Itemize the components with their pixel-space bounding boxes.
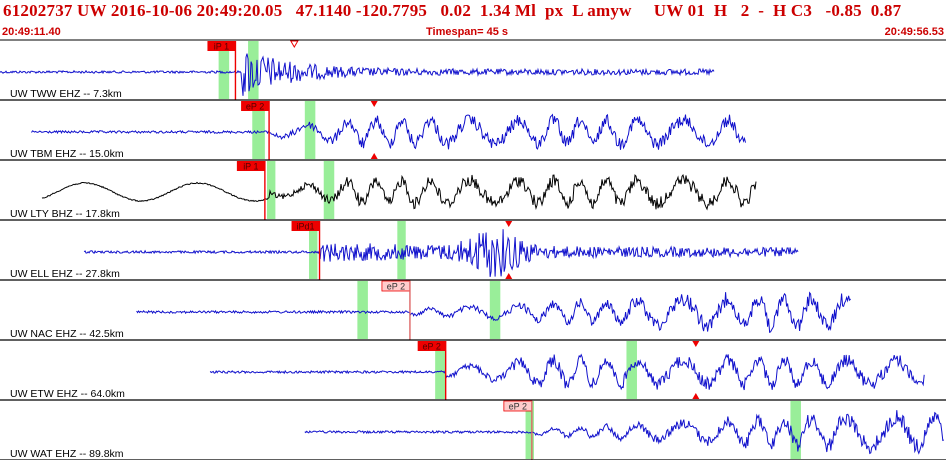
pick-window — [435, 341, 446, 399]
start-time: 20:49:11.40 — [2, 26, 61, 38]
pick-window — [626, 341, 637, 399]
amplitude-marker — [505, 273, 513, 279]
trace-panel[interactable]: eP 2 UW WAT EHZ -- 89.8km — [0, 400, 946, 460]
amplitude-marker — [692, 341, 700, 347]
trace-panel[interactable]: iP 1 UW TWW EHZ -- 7.3km — [0, 40, 946, 101]
pick-window — [304, 101, 316, 159]
end-time: 20:49:56.53 — [884, 26, 944, 38]
pick-window — [357, 281, 368, 339]
pick-label-box[interactable] — [417, 341, 446, 351]
station-label: UW WAT EHZ -- 89.8km — [10, 448, 124, 460]
waveform-line — [136, 291, 851, 334]
pick-window — [323, 161, 335, 219]
trace-panel[interactable]: eP 2 UW NAC EHZ -- 42.5km — [0, 280, 946, 341]
trace-panel[interactable]: iP 1 UW LTY BHZ -- 17.8km — [0, 161, 946, 221]
waveform-line — [209, 353, 925, 391]
pick-label-box[interactable] — [236, 161, 265, 171]
pick-label[interactable]: iP 1 — [214, 42, 229, 52]
trace-panel[interactable]: eP 2 UW TBM EHZ -- 15.0km — [0, 101, 946, 161]
pick-window — [489, 281, 501, 339]
station-label: UW NAC EHZ -- 42.5km — [10, 328, 124, 340]
amplitude-marker — [289, 40, 299, 48]
pick-window — [266, 161, 276, 219]
pick-label-box[interactable] — [291, 221, 320, 231]
pick-label[interactable]: eP 2 — [387, 282, 405, 292]
trace-panel[interactable]: iPd1 UW ELL EHZ -- 27.8km — [0, 221, 946, 281]
station-label: UW LTY BHZ -- 17.8km — [10, 208, 120, 220]
pick-label[interactable]: iPd1 — [297, 222, 315, 232]
station-label: UW ETW EHZ -- 64.0km — [10, 388, 125, 400]
waveform-line — [41, 174, 757, 211]
pick-window — [252, 101, 265, 159]
trace-panel[interactable]: eP 2 UW ETW EHZ -- 64.0km — [0, 341, 946, 401]
pick-label[interactable]: eP 2 — [509, 402, 527, 412]
pick-label-box[interactable] — [241, 101, 270, 111]
station-label: UW TBM EHZ -- 15.0km — [10, 148, 124, 160]
pick-label[interactable]: eP 2 — [246, 102, 264, 112]
amplitude-marker — [370, 153, 378, 159]
pick-window — [309, 221, 318, 279]
pick-window — [218, 41, 230, 99]
event-title: 61202737 UW 2016-10-06 20:49:20.05 47.11… — [3, 1, 902, 20]
time-bar: 20:49:11.40 Timespan= 45 s 20:49:56.53 — [0, 26, 946, 40]
waveform-line — [0, 53, 715, 96]
pick-window — [790, 401, 801, 459]
amplitude-marker — [505, 221, 513, 227]
amplitude-marker — [370, 101, 378, 107]
amplitude-marker — [692, 393, 700, 399]
timespan-label: Timespan= 45 s — [426, 26, 509, 38]
waveform-line — [83, 229, 799, 277]
pick-label-box[interactable] — [207, 41, 236, 51]
waveform-line — [31, 113, 746, 150]
header-bar: 61202737 UW 2016-10-06 20:49:20.05 47.11… — [0, 0, 946, 24]
pick-label[interactable]: iP 1 — [243, 162, 258, 172]
pick-label[interactable]: eP 2 — [422, 342, 440, 352]
station-label: UW TWW EHZ -- 7.3km — [10, 88, 122, 100]
pick-window — [248, 41, 259, 99]
waveform-line — [304, 410, 944, 455]
station-label: UW ELL EHZ -- 27.8km — [10, 268, 120, 280]
pick-window — [525, 401, 534, 459]
